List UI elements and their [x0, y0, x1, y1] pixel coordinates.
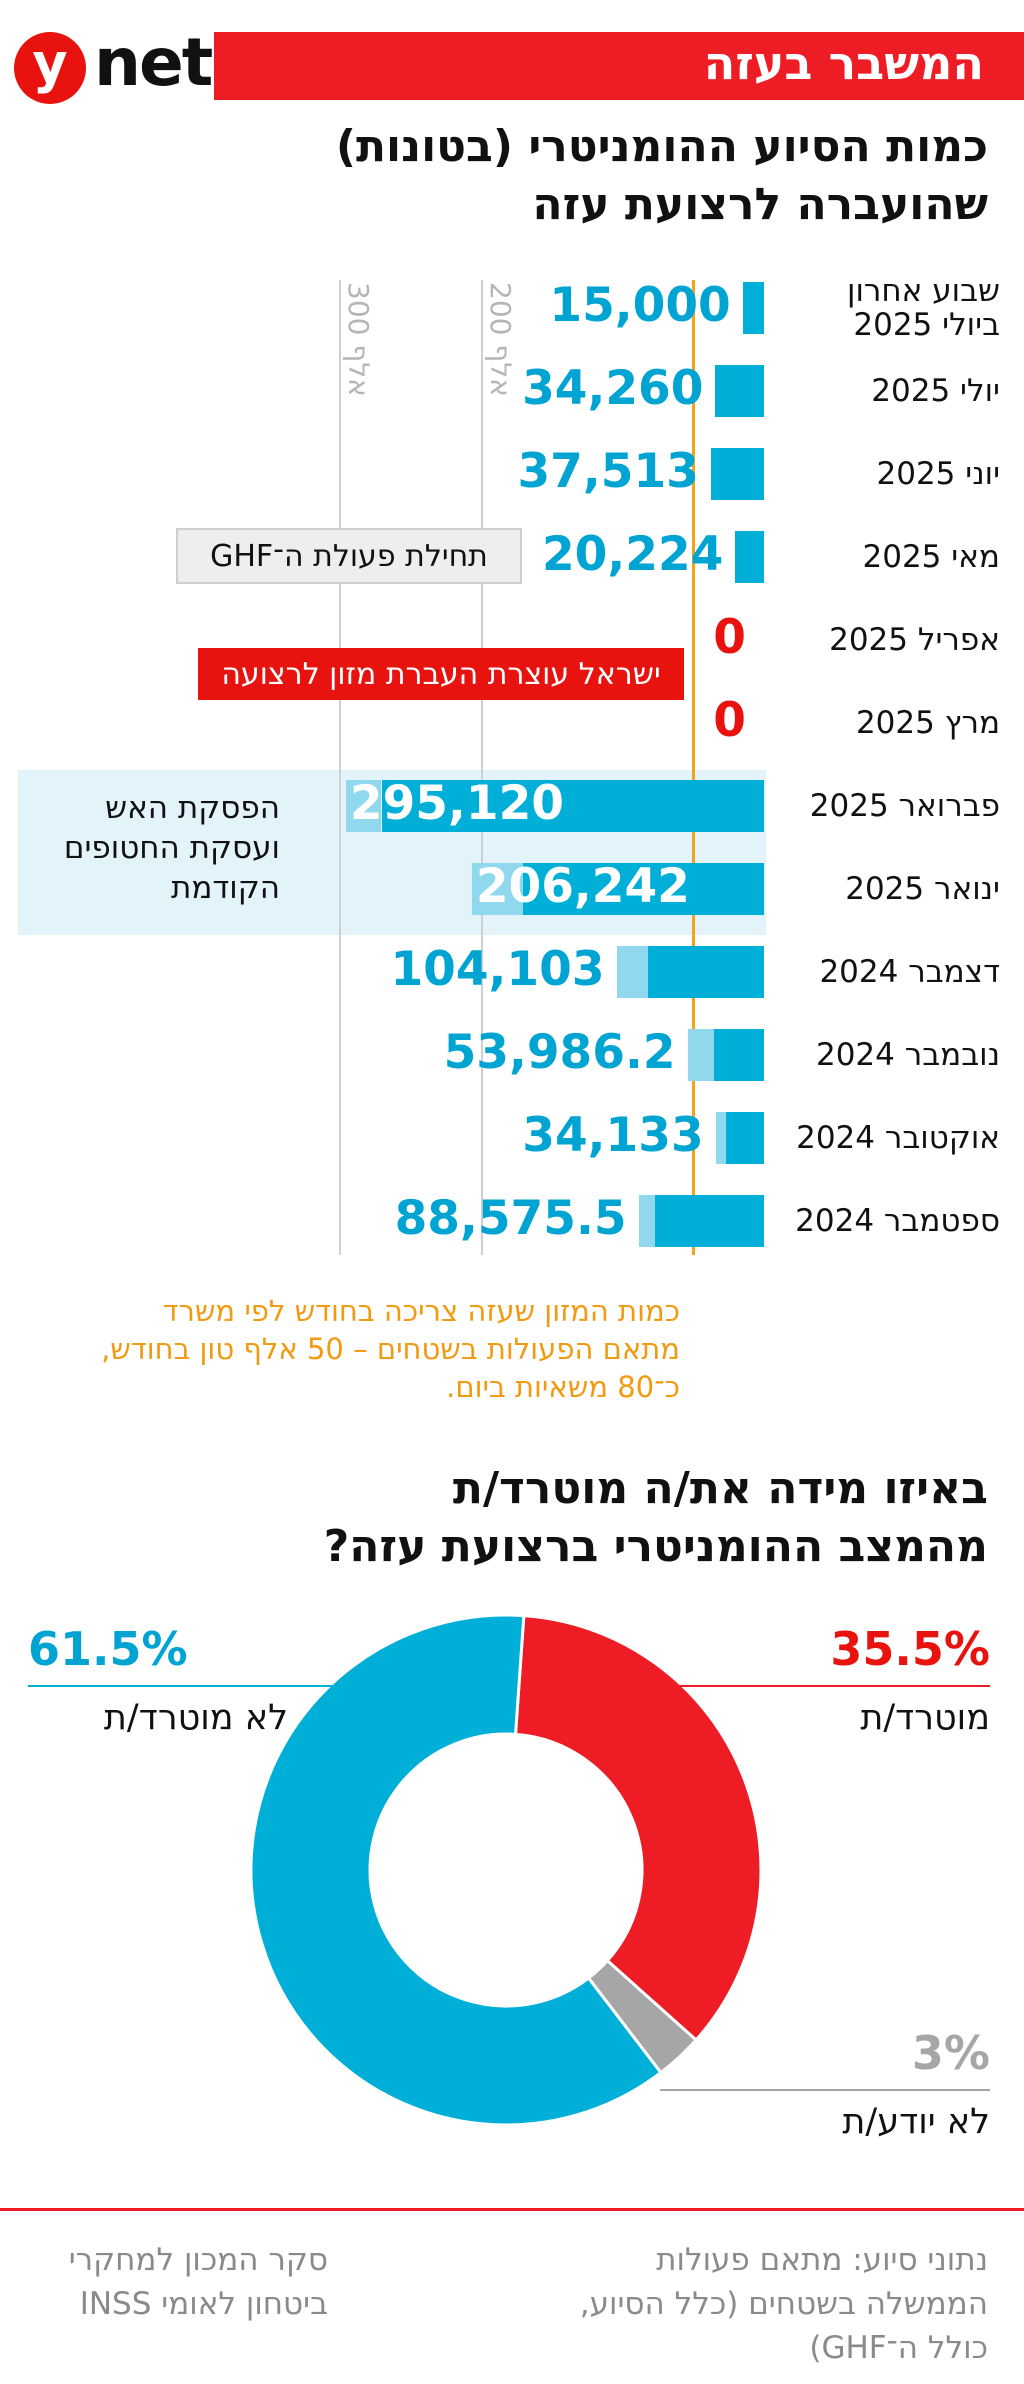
bar-value-label: 0 — [713, 693, 746, 748]
bar-other-segment — [638, 1195, 655, 1247]
bar-value-label: 206,242 — [475, 859, 690, 914]
header-banner-title: המשבר בעזה — [703, 36, 984, 90]
pie-slice — [249, 1613, 663, 2127]
row-label: יולי 2025 — [780, 374, 1000, 408]
footer-source-survey-line: סקר המכון למחקרי — [68, 2242, 328, 2278]
header-banner — [214, 32, 1024, 100]
row-label: אפריל 2025 — [780, 623, 1000, 657]
reference-note-line: מתאם הפעולות בשטחים – 50 אלף טון בחודש, — [101, 1332, 680, 1366]
row-label: מרץ 2025 — [780, 706, 1000, 740]
pie-chart-title-line: מהמצב ההומניטרי ברצועת עזה? — [323, 1521, 988, 1572]
row-label-line: ביולי 2025 — [853, 307, 1000, 343]
pie-label-dont-know: לא יודע/ת — [842, 2102, 990, 2142]
footer-source-survey-line: ביטחון לאומי INSS — [79, 2286, 328, 2322]
bar-food-segment — [710, 448, 764, 500]
bar-other-segment — [471, 863, 524, 915]
bar-value-label: 295,120 — [349, 776, 564, 831]
bar-value-label: 53,986.2 — [443, 1025, 676, 1080]
ceasefire-label: הפסקת האש ועסקת החטופים הקודמת — [30, 788, 280, 908]
bar-value-label: 88,575.5 — [394, 1191, 627, 1246]
bar-food-segment — [742, 282, 764, 334]
row-label-line: יולי 2025 — [871, 373, 1000, 409]
bar-food-segment — [715, 365, 764, 417]
row-label-line: שבוע אחרון — [847, 273, 1000, 309]
row-label-line: ספטמבר 2024 — [795, 1203, 1000, 1239]
pie-chart — [28, 1613, 990, 2127]
row-label-line: דצמבר 2024 — [819, 954, 1000, 990]
row-label: אוקטובר 2024 — [780, 1121, 1000, 1155]
pie-pct-worried: 35.5% — [830, 1622, 990, 1676]
bar-food-segment — [647, 946, 764, 998]
footer-source-aid: נתוני סיוע: מתאם פעולות הממשלה בשטחים (כ… — [568, 2238, 988, 2370]
footer-source-aid-line: כולל ה־GHF) — [809, 2330, 988, 2366]
footer-source-aid-line: הממשלה בשטחים (כלל הסיוע, — [579, 2286, 988, 2322]
bar-food-segment — [654, 1195, 764, 1247]
pie-chart-title-line: באיזו מידה את/ה מוטרד/ת — [452, 1463, 988, 1514]
bar-food-segment — [381, 780, 764, 832]
bar-other-segment — [345, 780, 382, 832]
ynet-logo-net: net — [94, 24, 213, 101]
pie-pct-not-worried: 61.5% — [28, 1622, 188, 1676]
row-label: דצמבר 2024 — [780, 955, 1000, 989]
row-label: שבוע אחרון ביולי 2025 — [780, 274, 1000, 342]
ghf-callout: תחילת פעולת ה־GHF — [176, 528, 522, 584]
row-label-line: נובמבר 2024 — [815, 1037, 1000, 1073]
pie-slice — [513, 1614, 763, 2043]
footer-divider — [0, 2208, 1024, 2211]
footer-source-aid-line: נתוני סיוע: מתאם פעולות — [656, 2242, 988, 2278]
bar-value-label: 37,513 — [517, 444, 699, 499]
reference-note-line: כמות המזון שעזה צריכה בחודש לפי משרד — [162, 1294, 680, 1328]
bar-food-segment — [735, 531, 764, 583]
row-label-line: אפריל 2025 — [829, 622, 1000, 658]
row-label: ספטמבר 2024 — [780, 1204, 1000, 1238]
gridline — [339, 280, 341, 1255]
row-label: פברואר 2025 — [780, 789, 1000, 823]
gridline-label: 300 אלף — [342, 282, 375, 397]
bar-other-segment — [616, 946, 648, 998]
row-label: נובמבר 2024 — [780, 1038, 1000, 1072]
row-label-line: מאי 2025 — [862, 539, 1000, 575]
bar-other-segment — [687, 1029, 715, 1081]
footer-source-survey: סקר המכון למחקרי ביטחון לאומי INSS — [28, 2238, 328, 2326]
bar-value-label: 20,224 — [541, 527, 724, 582]
reference-note-line: כ־80 משאיות ביום. — [446, 1370, 680, 1404]
gridline — [480, 280, 483, 1255]
bar-chart: הפסקת האש ועסקת החטופים הקודמת 300 אלף 20… — [0, 270, 1024, 1420]
ceasefire-label-line: הפסקת האש — [105, 790, 280, 826]
bar-food-segment — [714, 1029, 764, 1081]
row-label: יוני 2025 — [780, 457, 1000, 491]
row-label: ינואר 2025 — [780, 872, 1000, 906]
bar-chart-title: כמות הסיוע ההומניטרי (בטונות) שהועברה לר… — [28, 118, 988, 234]
ceasefire-label-line: ועסקת החטופים — [63, 830, 280, 866]
pie-pct-dont-know: 3% — [911, 2026, 990, 2080]
reference-line — [692, 280, 696, 1255]
pie-chart-title: באיזו מידה את/ה מוטרד/ת מהמצב ההומניטרי … — [28, 1460, 988, 1576]
row-label-line: ינואר 2025 — [845, 871, 1000, 907]
bar-other-segment — [715, 1112, 726, 1164]
row-label-line: אוקטובר 2024 — [796, 1120, 1000, 1156]
bar-value-label: 34,133 — [522, 1108, 704, 1163]
gridline-label: 200 אלף — [483, 282, 517, 397]
ceasefire-label-line: הקודמת — [170, 870, 280, 906]
row-label-line: פברואר 2025 — [809, 788, 1000, 824]
reference-note: כמות המזון שעזה צריכה בחודש לפי משרד מתא… — [40, 1292, 680, 1406]
row-label-line: מרץ 2025 — [855, 705, 1000, 741]
row-label-line: יוני 2025 — [876, 456, 1000, 492]
pie-label-not-worried: לא מוטרד/ת — [103, 1698, 288, 1738]
bar-chart-title-line: כמות הסיוע ההומניטרי (בטונות) — [335, 121, 988, 172]
bar-food-segment — [523, 863, 764, 915]
bar-food-segment — [725, 1112, 764, 1164]
bar-value-label: 15,000 — [549, 278, 731, 333]
row-label: מאי 2025 — [780, 540, 1000, 574]
pie-label-worried: מוטרד/ת — [860, 1698, 990, 1738]
ynet-logo-y: y — [14, 32, 86, 104]
bar-chart-title-line: שהועברה לרצועת עזה — [532, 179, 988, 230]
bar-value-label: 34,260 — [522, 361, 704, 416]
bar-value-label: 104,103 — [390, 942, 605, 997]
israel-stop-callout: ישראל עוצרת העברת מזון לרצועה — [198, 648, 684, 700]
bar-value-label: 0 — [713, 610, 746, 665]
